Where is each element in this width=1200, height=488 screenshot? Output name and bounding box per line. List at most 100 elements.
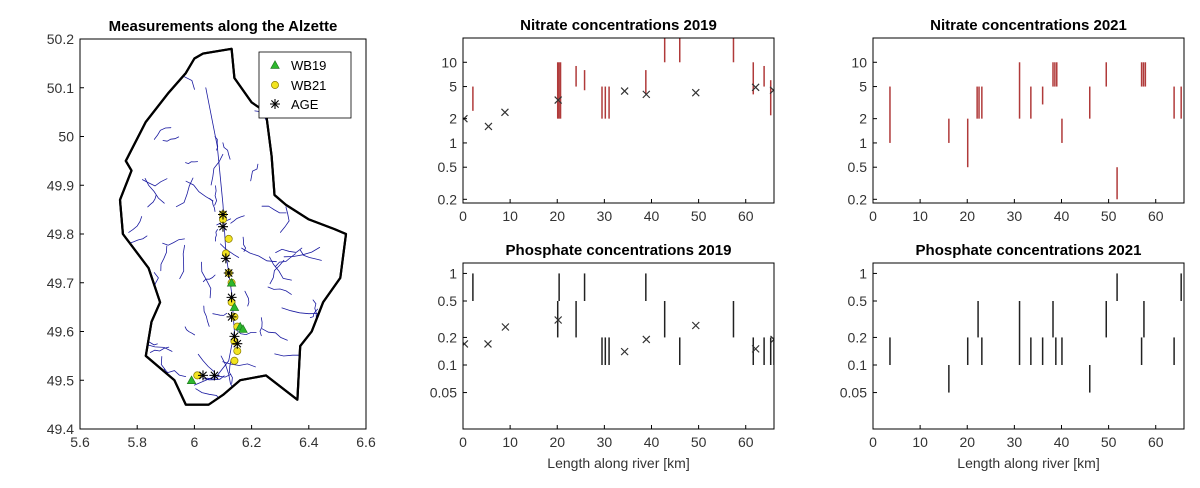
nitrate-2021-ytick-label-5: 10 — [851, 54, 867, 70]
river-tributary — [250, 163, 259, 182]
river-tributary — [267, 286, 292, 295]
country-border-outline — [118, 47, 348, 406]
phosphate-2019-age-point — [463, 339, 469, 348]
nitrate-2019-xtick-label-0: 0 — [459, 208, 467, 224]
phosphate-2019-plot — [463, 273, 774, 365]
legend-wb19-marker — [270, 60, 280, 69]
legend-age-label: AGE — [291, 97, 319, 112]
river-tributary — [269, 256, 292, 281]
map-xtick-label-0: 5.6 — [70, 434, 90, 450]
phosphate-2019-age-point — [751, 344, 760, 353]
nitrate-2019-xtick-label-5: 50 — [691, 208, 707, 224]
phosphate-2019-xtick-label-1: 10 — [502, 434, 518, 450]
nitrate-2019-age-point — [642, 90, 651, 99]
nitrate-2019-age-point — [620, 87, 629, 95]
nitrate-2019-xtick-label-3: 30 — [597, 208, 613, 224]
phosphate-2021-xtick-label-1: 10 — [912, 434, 928, 450]
wb19-marker — [238, 324, 248, 333]
phosphate-2019-xtick-label-0: 0 — [459, 434, 467, 450]
river-tributary — [149, 346, 170, 353]
phosphate-2019-ytick-label-2: 0.2 — [438, 329, 458, 345]
river-tributary — [125, 88, 138, 106]
nitrate-2019-xtick-label-6: 60 — [738, 208, 754, 224]
phosphate-2019-xtick-label-3: 30 — [597, 434, 613, 450]
phosphate-2021-xtick-label-4: 40 — [1054, 434, 1070, 450]
phosphate-2019-age-point — [554, 316, 563, 324]
legend-wb21-label: WB21 — [291, 78, 326, 93]
phosphate-2021-title: Phosphate concentrations 2021 — [916, 242, 1142, 259]
river-tributary — [214, 136, 219, 151]
river-tributary — [202, 274, 216, 283]
river-tributary — [299, 249, 322, 261]
nitrate-2021-xtick-label-6: 60 — [1148, 208, 1164, 224]
nitrate-2019-plot — [463, 38, 774, 131]
river-tributary — [222, 361, 256, 368]
river-tributary — [275, 247, 303, 253]
map-xtick-label-1: 5.8 — [127, 434, 147, 450]
phosphate-2019-ytick-label-1: 0.1 — [438, 357, 458, 373]
river-tributary — [128, 216, 143, 233]
phosphate-2021-ytick-label-0: 0.05 — [840, 385, 867, 401]
river-tributary — [259, 317, 263, 337]
river-tributary — [261, 205, 287, 214]
phosphate-2021-ytick-label-2: 0.2 — [848, 329, 868, 345]
wb19-marker — [226, 277, 237, 287]
nitrate-2019-ytick-label-5: 10 — [441, 54, 457, 70]
nitrate-2021-xtick-label-2: 20 — [959, 208, 975, 224]
phosphate-2021-xtick-label-3: 30 — [1007, 434, 1023, 450]
river-tributary — [242, 236, 247, 252]
map-plot — [118, 47, 348, 406]
nitrate-2019-age-point — [501, 108, 509, 117]
phosphate-2021-xlabel: Length along river [km] — [957, 455, 1099, 471]
river-tributary — [144, 178, 165, 204]
map-ytick-label-3: 49.7 — [47, 275, 74, 291]
phosphate-2021-plot — [889, 273, 1182, 393]
map-xtick-label-3: 6.2 — [242, 434, 262, 450]
phosphate-2021-xtick-label-2: 20 — [959, 434, 975, 450]
river-tributary — [309, 308, 319, 318]
phosphate-2019-xtick-label-6: 60 — [738, 434, 754, 450]
phosphate-2019-xtick-label-5: 50 — [691, 434, 707, 450]
river-tributary — [212, 312, 228, 316]
nitrate-2019-xtick-label-2: 20 — [549, 208, 565, 224]
river-tributary — [203, 305, 210, 327]
phosphate-2019-ytick-label-4: 1 — [449, 265, 457, 281]
river-tributary — [184, 326, 195, 336]
river-tributary — [201, 261, 212, 299]
nitrate-2021-xtick-label-4: 40 — [1054, 208, 1070, 224]
nitrate-2019-age-point — [751, 83, 760, 92]
legend-age-marker — [270, 99, 280, 109]
age-marker — [209, 370, 220, 381]
river-tributary — [222, 142, 231, 160]
river-tributary — [294, 122, 318, 127]
age-marker — [223, 268, 234, 278]
age-marker — [218, 221, 228, 232]
river-tributary — [175, 177, 194, 208]
nitrate-2021-ytick-label-0: 0.2 — [848, 191, 868, 207]
phosphate-2019-age-point — [501, 323, 510, 331]
map-xtick-label-5: 6.6 — [356, 434, 376, 450]
river-tributary — [214, 229, 218, 242]
river-tributary — [214, 185, 218, 206]
map-title: Measurements along the Alzette — [109, 18, 338, 35]
nitrate-2021-axes-frame — [872, 37, 1185, 204]
river-tributary — [185, 180, 214, 202]
nitrate-2019-ytick-label-0: 0.2 — [438, 191, 458, 207]
river-tributary — [153, 127, 172, 140]
nitrate-2019-age-point — [554, 96, 563, 104]
nitrate-2019-ytick-label-4: 5 — [449, 79, 457, 95]
river-tributary — [179, 244, 185, 280]
river-tributary — [185, 161, 198, 165]
river-tributary — [209, 198, 216, 212]
age-marker — [220, 253, 231, 264]
river-tributary — [241, 247, 277, 263]
age-marker — [218, 209, 228, 220]
legend-wb19-label: WB19 — [291, 58, 326, 73]
nitrate-2019-xtick-label-4: 40 — [644, 208, 660, 224]
river-tributary — [261, 328, 288, 341]
age-marker — [226, 311, 237, 322]
age-marker — [226, 292, 237, 303]
river-tributary — [228, 360, 233, 384]
nitrate-2019-ytick-label-2: 1 — [449, 135, 457, 151]
